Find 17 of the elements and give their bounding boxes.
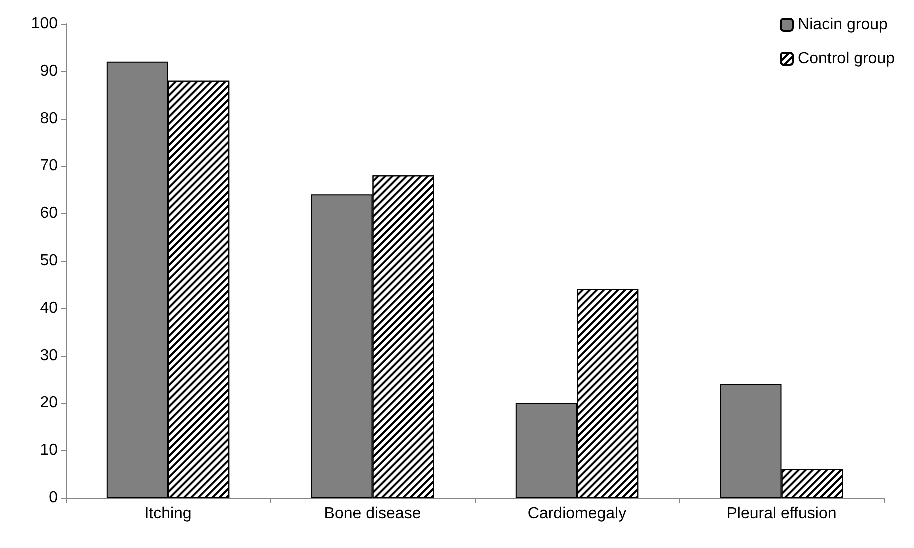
y-tick-label: 60 — [40, 205, 58, 222]
legend-label: Control group — [798, 50, 896, 68]
y-tick-label: 0 — [49, 490, 58, 506]
x-tick-label: Bone disease — [324, 506, 422, 522]
y-tick-label: 80 — [40, 110, 58, 128]
y-tick-label: 50 — [40, 252, 58, 270]
y-tick-label: 30 — [40, 347, 58, 364]
y-tick-label: 90 — [40, 62, 58, 80]
y-tick-label: 10 — [40, 442, 58, 460]
y-tick-label: 40 — [40, 300, 58, 317]
legend-label: Niacin group — [798, 16, 888, 34]
x-tick-label: Pleural effusion — [726, 506, 837, 522]
y-tick-label: 100 — [31, 16, 58, 32]
y-tick-label: 20 — [40, 394, 58, 412]
x-tick-label: Itching — [144, 506, 192, 522]
x-tick-label: Cardiomegaly — [528, 506, 627, 522]
y-tick-label: 70 — [40, 158, 58, 175]
